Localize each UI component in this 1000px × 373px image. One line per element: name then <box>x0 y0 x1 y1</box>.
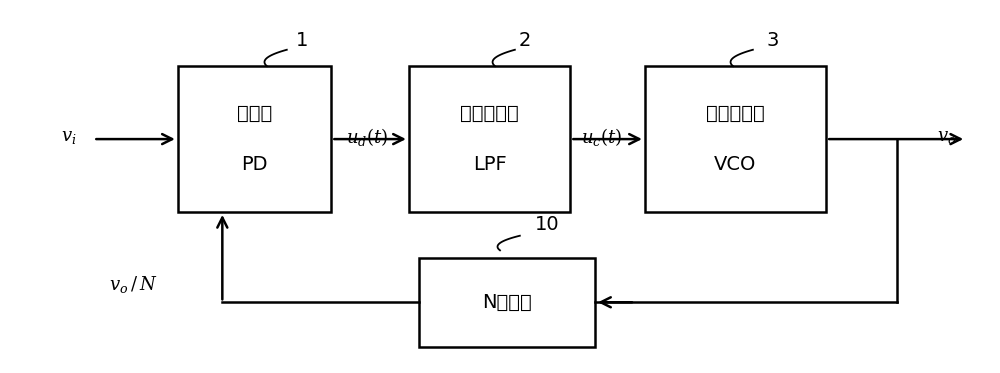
Text: 2: 2 <box>519 31 531 50</box>
Text: 1: 1 <box>295 31 308 50</box>
Text: $u_c(t)$: $u_c(t)$ <box>581 126 622 148</box>
Text: $v_i$: $v_i$ <box>61 128 76 146</box>
Text: PD: PD <box>241 155 268 174</box>
Text: 鉴相器: 鉴相器 <box>237 104 272 123</box>
Bar <box>419 258 595 347</box>
Text: 3: 3 <box>767 31 779 50</box>
Text: 环路滤波器: 环路滤波器 <box>460 104 519 123</box>
Text: N分频器: N分频器 <box>482 293 532 312</box>
Text: LPF: LPF <box>473 155 506 174</box>
Text: 10: 10 <box>535 215 560 234</box>
Text: $v_o$: $v_o$ <box>937 128 956 146</box>
Text: 压控振荡器: 压控振荡器 <box>706 104 765 123</box>
Bar <box>178 66 331 212</box>
Bar <box>409 66 570 212</box>
Text: $u_d(t)$: $u_d(t)$ <box>346 126 388 148</box>
Text: VCO: VCO <box>714 155 757 174</box>
Bar <box>645 66 826 212</box>
Text: $v_o\,/\,N$: $v_o\,/\,N$ <box>109 275 157 295</box>
